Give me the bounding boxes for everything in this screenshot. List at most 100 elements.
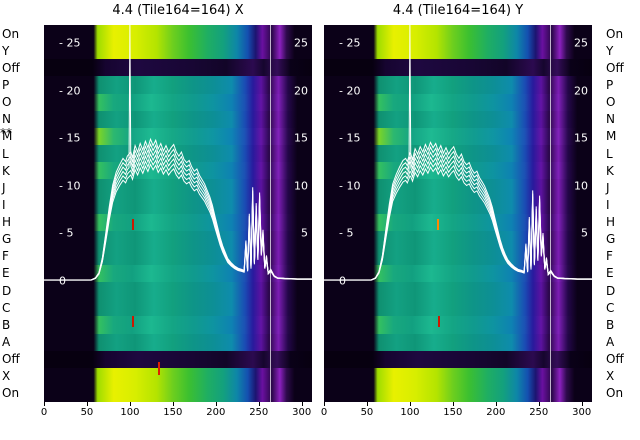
y-tick-right-15: 15 bbox=[294, 131, 308, 145]
row-label-right-o: O bbox=[606, 95, 616, 110]
heatmap-row-k bbox=[44, 162, 312, 180]
heatmap-row-l bbox=[324, 144, 592, 163]
x-tick-0 bbox=[44, 402, 45, 406]
heatmap-row-o bbox=[44, 93, 312, 111]
row-label-right-i: I bbox=[606, 197, 610, 212]
heatmap-row-h bbox=[324, 213, 592, 231]
row-label-left-d: D bbox=[2, 283, 12, 298]
row-label-left-m: M bbox=[2, 129, 13, 144]
x-tick-300 bbox=[581, 402, 583, 406]
x-tick-label-50: 50 bbox=[360, 407, 374, 418]
heatmap-row-a bbox=[44, 333, 312, 351]
y-tick-left-25: - 25 bbox=[339, 36, 361, 50]
right-row-label-column: On Y Off P O N M L K J I H G F E D C B A Off X On bbox=[606, 25, 640, 402]
heatmap-row-x bbox=[44, 367, 312, 385]
profile-trace-overlay bbox=[44, 25, 312, 281]
heatmap-row-on bbox=[44, 25, 312, 43]
heatmap-row-off bbox=[324, 59, 592, 77]
x-tick-label-150: 150 bbox=[163, 407, 183, 418]
profile-trace bbox=[324, 141, 592, 281]
x-tick-label-200: 200 bbox=[486, 407, 506, 418]
row-label-right-f: F bbox=[606, 249, 613, 264]
x-tick-150 bbox=[172, 402, 174, 406]
profile-trace bbox=[324, 151, 592, 281]
row-label-right-j: J bbox=[606, 180, 610, 195]
heatmap-row-d bbox=[44, 282, 312, 300]
heatmap-row-e bbox=[324, 264, 592, 283]
row-label-right-n: N bbox=[606, 112, 615, 127]
cursor-marker bbox=[436, 219, 439, 231]
heatmap-row-b bbox=[44, 316, 312, 334]
y-tick-right-25: 25 bbox=[294, 36, 308, 50]
heatmap-row-y bbox=[324, 42, 592, 60]
x-tick-150 bbox=[452, 402, 454, 406]
row-label-left-h: H bbox=[2, 215, 12, 230]
row-label-right-on: On bbox=[606, 26, 624, 41]
heatmap-row-g bbox=[44, 230, 312, 248]
heatmap-row-h bbox=[44, 213, 312, 231]
row-label-left-off: Off bbox=[2, 352, 20, 367]
row-label-right-h: H bbox=[606, 215, 616, 230]
x-tick-250 bbox=[538, 402, 540, 406]
row-label-left-l: L bbox=[2, 146, 9, 161]
cursor-marker bbox=[131, 219, 134, 231]
heatmap-row-on bbox=[324, 25, 592, 43]
heatmap-row-m bbox=[324, 127, 592, 145]
heatmap-row-n bbox=[44, 110, 312, 128]
row-label-left-c: C bbox=[2, 300, 11, 315]
row-label-right-l: L bbox=[606, 146, 613, 161]
x-tick-label-250: 250 bbox=[249, 407, 269, 418]
x-axis-right-panel: 0 50 100 150 200 250 300 bbox=[321, 402, 592, 426]
profile-trace bbox=[44, 137, 312, 281]
x-tick-50 bbox=[366, 402, 368, 406]
row-label-right-off: Off bbox=[606, 352, 624, 367]
x-tick-label-150: 150 bbox=[443, 407, 463, 418]
row-label-right-on: On bbox=[606, 386, 624, 401]
heatmap-row-y bbox=[44, 42, 312, 60]
y-tick-right-25: 25 bbox=[574, 36, 588, 50]
y-tick-left-0: 0 bbox=[339, 274, 346, 288]
y-tick-left-15: - 15 bbox=[59, 131, 81, 145]
profile-trace bbox=[44, 25, 312, 281]
y-tick-right-5: 5 bbox=[301, 226, 308, 240]
heatmap-row-l bbox=[44, 144, 312, 163]
y-tick-left-5: - 5 bbox=[59, 226, 74, 240]
heatmap-row-g bbox=[324, 230, 592, 248]
x-tick-label-200: 200 bbox=[206, 407, 226, 418]
heatmap-row-b bbox=[324, 316, 592, 334]
bright-column-line bbox=[270, 25, 272, 402]
heatmap-row-on bbox=[324, 384, 592, 402]
row-label-left-o: O bbox=[2, 95, 12, 110]
y-tick-left-0: 0 bbox=[59, 274, 66, 288]
profile-trace bbox=[324, 25, 592, 281]
left-row-label-column: On Y Off P O N M L K J I H G F E D C B A Off X On bbox=[2, 25, 40, 402]
x-tick-label-100: 100 bbox=[400, 407, 420, 418]
row-label-right-x: X bbox=[606, 369, 615, 384]
heatmap-row-j bbox=[44, 179, 312, 197]
x-tick-250 bbox=[258, 402, 260, 406]
row-label-left-x: X bbox=[2, 369, 11, 384]
row-label-left-f: F bbox=[2, 249, 9, 264]
row-label-right-g: G bbox=[606, 232, 616, 247]
heatmap-row-e bbox=[44, 264, 312, 283]
row-label-right-b: B bbox=[606, 317, 615, 332]
y-tick-right-20: 20 bbox=[294, 84, 308, 98]
x-tick-200 bbox=[495, 402, 497, 406]
row-label-right-p: P bbox=[606, 77, 614, 92]
heatmap-row-n bbox=[324, 110, 592, 128]
heatmap-row-o bbox=[324, 93, 592, 111]
cursor-marker bbox=[132, 316, 135, 328]
row-label-left-off: Off bbox=[2, 60, 20, 75]
row-label-left-e: E bbox=[2, 266, 10, 281]
heatmap-row-c bbox=[324, 299, 592, 317]
y-tick-left-10: - 10 bbox=[59, 179, 81, 193]
cursor-marker bbox=[437, 316, 440, 328]
heatmap-row-off bbox=[44, 59, 312, 77]
x-tick-100 bbox=[129, 402, 131, 406]
x-tick-100 bbox=[409, 402, 411, 406]
y-tick-right-5: 5 bbox=[581, 226, 588, 240]
heatmap-row-on bbox=[44, 384, 312, 402]
heatmap-row-m bbox=[44, 127, 312, 145]
y-tick-right-10: 10 bbox=[294, 179, 308, 193]
row-label-right-off: Off bbox=[606, 60, 624, 75]
